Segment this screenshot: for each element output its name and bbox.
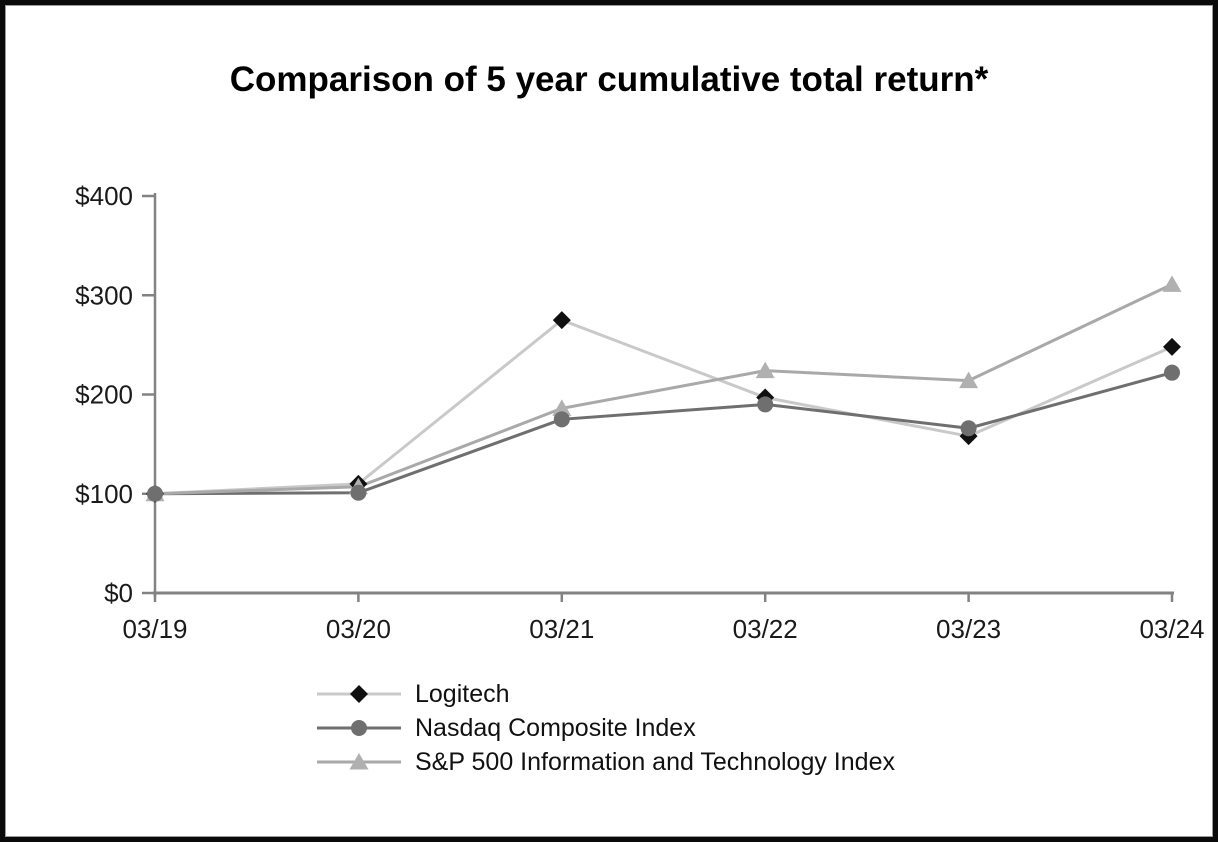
x-axis-tick-label: 03/22 [733, 614, 798, 644]
line-chart-plot-area: $0 $100 $200 $300 $400 03/19 03/20 03/21 03/22 03… [75, 181, 1204, 644]
legend-label-nasdaq-composite: Nasdaq Composite Index [415, 713, 696, 742]
chart-legend: Logitech Nasdaq Composite Index S&P 500 … [313, 679, 895, 783]
y-axis-tick-label: $400 [75, 181, 133, 211]
x-axis-tick-label: 03/24 [1139, 614, 1204, 644]
logitech-diamond-marker-icon [317, 685, 401, 703]
series-markers-0 [146, 311, 1181, 503]
x-axis-tick-label: 03/21 [529, 614, 594, 644]
legend-item-sp500-it: S&P 500 Information and Technology Index [313, 747, 895, 776]
sp500-triangle-marker-icon [317, 753, 401, 770]
legend-label-logitech: Logitech [415, 679, 510, 708]
legend-label-sp500-it: S&P 500 Information and Technology Index [415, 747, 895, 776]
y-axis-tick-label: $300 [75, 280, 133, 310]
x-axis-tick-label: 03/20 [326, 614, 391, 644]
x-axis-tick-label: 03/19 [122, 614, 187, 644]
y-axis-tick-label: $0 [104, 578, 133, 608]
x-axis-tick-label: 03/23 [936, 614, 1001, 644]
nasdaq-circle-marker-icon [317, 720, 401, 736]
y-axis-tick-label: $100 [75, 479, 133, 509]
legend-item-nasdaq-composite: Nasdaq Composite Index [313, 713, 895, 742]
legend-item-logitech: Logitech [313, 679, 895, 708]
series-markers-1 [147, 364, 1180, 502]
chart-title: Comparison of 5 year cumulative total re… [229, 60, 989, 99]
y-axis-tick-label: $200 [75, 380, 133, 410]
